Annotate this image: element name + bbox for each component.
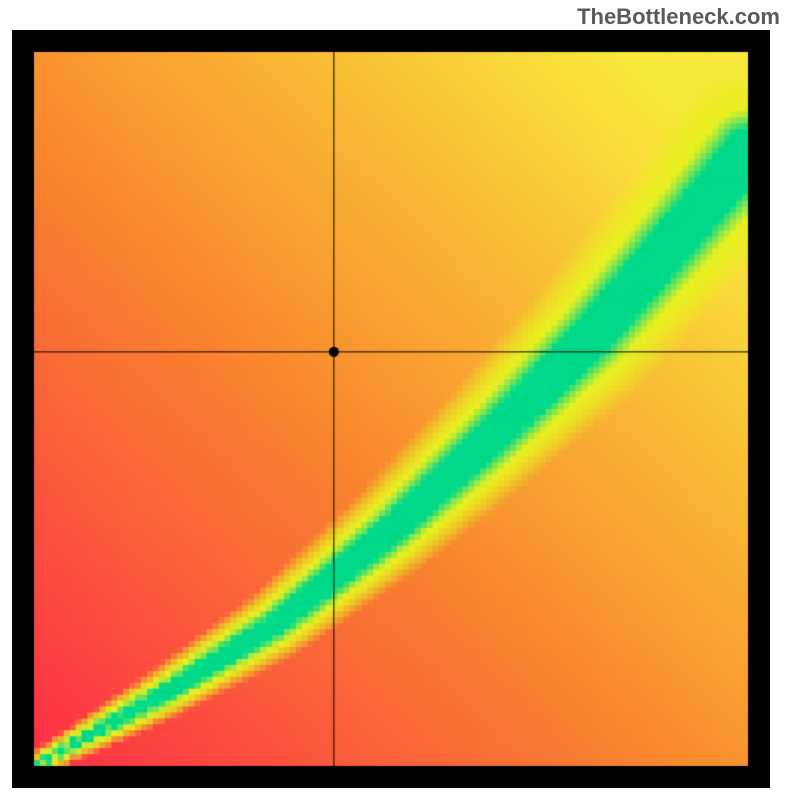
watermark-text: TheBottleneck.com: [577, 4, 780, 30]
chart-container: TheBottleneck.com: [0, 0, 800, 800]
bottleneck-heatmap: [12, 30, 770, 788]
